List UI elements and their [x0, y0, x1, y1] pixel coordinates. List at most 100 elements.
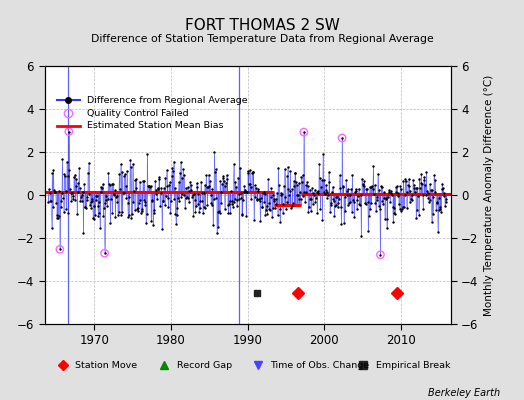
Point — [432, 199, 441, 206]
Point — [300, 189, 309, 196]
Point — [125, 194, 134, 200]
Point — [160, 185, 168, 192]
Point — [343, 188, 352, 194]
Point — [221, 183, 230, 190]
Point — [439, 185, 447, 191]
Point — [276, 219, 285, 225]
Point — [240, 183, 248, 190]
Point — [359, 183, 368, 190]
Point — [231, 178, 239, 185]
Point — [81, 204, 89, 211]
Point — [422, 192, 430, 198]
Point — [344, 201, 352, 208]
Point — [87, 204, 95, 211]
Point — [51, 189, 60, 195]
Point — [377, 184, 386, 190]
Point — [70, 172, 79, 178]
Point — [57, 198, 66, 204]
Point — [211, 169, 219, 175]
Point — [170, 195, 178, 202]
Point — [315, 161, 323, 168]
Point — [105, 182, 114, 189]
Point — [127, 164, 135, 170]
Point — [394, 192, 402, 199]
Point — [317, 184, 325, 190]
Point — [176, 170, 184, 176]
Point — [263, 203, 271, 210]
Point — [154, 185, 162, 192]
Point — [337, 221, 346, 228]
Point — [368, 182, 376, 189]
Point — [256, 218, 265, 224]
Point — [220, 178, 228, 184]
Point — [282, 199, 291, 205]
Point — [295, 196, 303, 202]
Point — [250, 182, 259, 188]
Point — [133, 206, 141, 212]
Point — [95, 210, 104, 217]
Point — [386, 188, 395, 194]
Point — [277, 192, 286, 198]
Point — [357, 233, 365, 240]
Point — [114, 212, 122, 218]
Point — [405, 176, 413, 182]
Point — [432, 206, 440, 213]
Point — [174, 195, 182, 201]
Point — [148, 196, 157, 203]
Point — [230, 199, 238, 206]
Point — [152, 187, 160, 194]
Point — [365, 213, 373, 220]
Point — [264, 176, 272, 183]
Point — [53, 212, 61, 218]
Point — [185, 188, 194, 194]
Point — [362, 186, 370, 193]
Point — [259, 189, 267, 196]
Point — [228, 198, 236, 204]
Point — [275, 206, 283, 213]
Point — [272, 201, 280, 207]
Point — [420, 174, 429, 180]
Point — [46, 198, 54, 204]
Point — [235, 191, 244, 197]
Point — [311, 199, 320, 206]
Point — [291, 170, 299, 176]
Point — [100, 205, 108, 211]
Point — [88, 198, 96, 205]
Point — [137, 208, 146, 214]
Point — [225, 198, 234, 204]
Point — [122, 183, 130, 189]
Point — [58, 156, 67, 162]
Point — [172, 220, 180, 227]
Point — [189, 213, 198, 219]
Point — [375, 187, 384, 194]
Point — [145, 182, 154, 189]
Point — [247, 195, 255, 202]
Point — [193, 184, 201, 190]
Point — [187, 187, 195, 194]
Point — [314, 190, 323, 196]
Point — [418, 180, 426, 187]
Point — [376, 252, 385, 258]
Point — [412, 215, 420, 221]
Point — [433, 200, 441, 207]
Point — [137, 209, 145, 216]
Point — [56, 246, 64, 252]
Point — [102, 197, 110, 203]
Point — [177, 194, 185, 201]
Point — [239, 197, 247, 203]
Point — [372, 208, 380, 214]
Point — [267, 185, 276, 192]
Point — [184, 199, 193, 206]
Point — [411, 184, 420, 191]
Point — [396, 183, 405, 190]
Point — [300, 129, 308, 135]
Point — [349, 196, 357, 203]
Point — [115, 171, 124, 177]
Point — [370, 190, 378, 197]
Point — [389, 218, 397, 225]
Point — [236, 190, 245, 196]
Point — [323, 194, 331, 201]
Point — [292, 182, 301, 188]
Point — [147, 218, 156, 224]
Point — [359, 180, 367, 187]
